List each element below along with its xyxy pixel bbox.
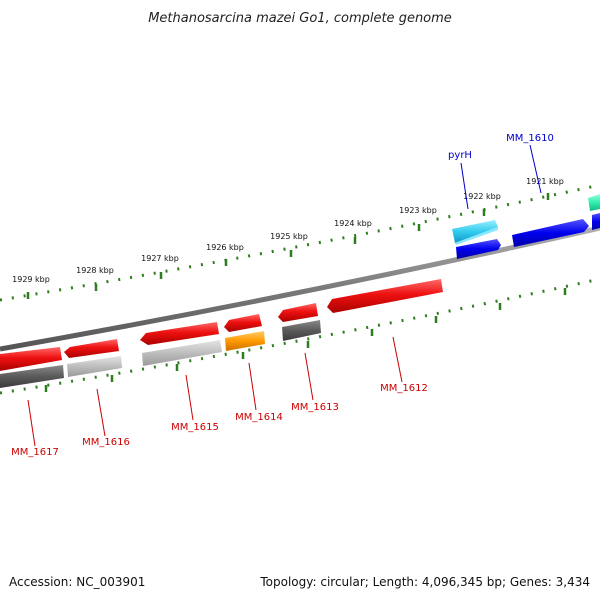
cds-MM-1610-blue bbox=[512, 219, 589, 247]
gene-label-pyrH: pyrH bbox=[448, 150, 472, 161]
outer-ruler-major-ticks bbox=[26, 193, 550, 299]
cds-MM-1615-shadow bbox=[142, 340, 222, 366]
genome-summary-text: Topology: circular; Length: 4,096,345 bp… bbox=[259, 575, 590, 589]
accession-text: Accession: NC_003901 bbox=[9, 575, 145, 589]
kbp-label-1928: 1928 kbp bbox=[76, 266, 114, 275]
gene-label-MM-1613: MM_1613 bbox=[291, 402, 339, 413]
cds-pyrH-outer-shade bbox=[455, 227, 498, 245]
map-title: Methanosarcina mazei Go1, complete genom… bbox=[148, 11, 452, 26]
cds-pyrH-blue bbox=[456, 239, 501, 259]
gene-label-MM-1615: MM_1615 bbox=[171, 422, 219, 433]
gene-labels: MM_1617 MM_1616 MM_1615 MM_1614 MM_1613 … bbox=[11, 133, 554, 458]
outer-ruler bbox=[0, 183, 600, 302]
kbp-label-1922: 1922 kbp bbox=[463, 192, 501, 201]
leader-lines bbox=[27, 144, 542, 447]
cds-MM-1617 bbox=[0, 347, 62, 371]
gene-label-MM-1616: MM_1616 bbox=[82, 437, 130, 448]
cds-MM-1614-orange bbox=[225, 331, 265, 351]
cds-MM-1613 bbox=[278, 303, 318, 322]
cds-MM-1610-blue-2 bbox=[592, 213, 600, 230]
cds-MM-1613-shadow bbox=[282, 320, 321, 341]
cds-MM-1616 bbox=[64, 339, 119, 358]
kbp-label-1927: 1927 kbp bbox=[141, 254, 179, 263]
kbp-label-1924: 1924 kbp bbox=[334, 219, 372, 228]
inner-ruler bbox=[0, 277, 600, 395]
gene-label-MM-1614: MM_1614 bbox=[235, 412, 283, 423]
cds-MM-1617-shadow bbox=[0, 365, 64, 388]
cds-MM-1614 bbox=[224, 314, 262, 332]
cds-pyrH-outer bbox=[452, 220, 498, 243]
cds-MM-1616-shadow bbox=[67, 356, 122, 377]
inner-ruler-major-ticks bbox=[44, 288, 567, 392]
kbp-label-1923: 1923 kbp bbox=[399, 206, 437, 215]
kbp-label-1929: 1929 kbp bbox=[12, 275, 50, 284]
cds-MM-1615 bbox=[140, 322, 219, 345]
kbp-label-1926: 1926 kbp bbox=[206, 243, 244, 252]
gene-label-MM-1617: MM_1617 bbox=[11, 447, 59, 458]
kbp-label-1921: 1921 kbp bbox=[526, 177, 564, 186]
kbp-label-1925: 1925 kbp bbox=[270, 232, 308, 241]
genome-backbone bbox=[0, 225, 600, 352]
gene-label-MM-1612: MM_1612 bbox=[380, 383, 428, 394]
cds-teal bbox=[588, 194, 600, 211]
kbp-labels: 1929 kbp 1928 kbp 1927 kbp 1926 kbp 1925… bbox=[12, 177, 564, 284]
gene-label-MM-1610: MM_1610 bbox=[506, 133, 554, 144]
cds-MM-1612 bbox=[327, 279, 443, 313]
